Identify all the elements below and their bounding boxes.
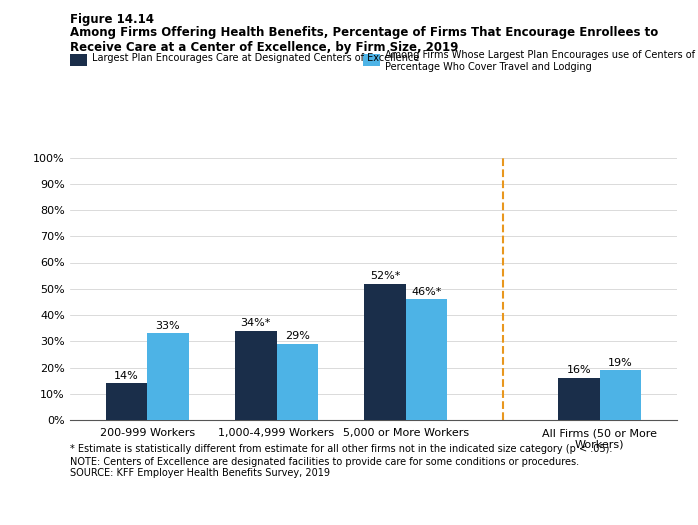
Text: 34%*: 34%*: [241, 318, 271, 328]
Text: 16%: 16%: [567, 365, 591, 375]
Text: 52%*: 52%*: [370, 271, 400, 281]
Text: Percentage Who Cover Travel and Lodging: Percentage Who Cover Travel and Lodging: [385, 61, 592, 72]
Text: Largest Plan Encourages Care at Designated Centers of Excellence: Largest Plan Encourages Care at Designat…: [92, 52, 419, 63]
Text: Among Firms Whose Largest Plan Encourages use of Centers of Excellence,: Among Firms Whose Largest Plan Encourage…: [385, 50, 698, 60]
Text: Receive Care at a Center of Excellence, by Firm Size, 2019: Receive Care at a Center of Excellence, …: [70, 41, 458, 54]
Text: Figure 14.14: Figure 14.14: [70, 13, 154, 26]
Text: 29%: 29%: [285, 331, 310, 341]
Text: 14%: 14%: [114, 371, 139, 381]
Text: NOTE: Centers of Excellence are designated facilities to provide care for some c: NOTE: Centers of Excellence are designat…: [70, 457, 579, 467]
Bar: [558, 378, 600, 420]
Text: SOURCE: KFF Employer Health Benefits Survey, 2019: SOURCE: KFF Employer Health Benefits Sur…: [70, 468, 329, 478]
Text: 33%: 33%: [156, 321, 180, 331]
Bar: [406, 299, 447, 420]
Bar: [147, 333, 188, 420]
Text: 19%: 19%: [608, 358, 632, 368]
Bar: [276, 344, 318, 420]
Bar: [235, 331, 276, 420]
Bar: [600, 370, 641, 420]
Text: * Estimate is statistically different from estimate for all other firms not in t: * Estimate is statistically different fr…: [70, 444, 612, 454]
Bar: [364, 284, 406, 420]
Bar: [106, 383, 147, 420]
Text: 46%*: 46%*: [411, 287, 442, 297]
Text: Among Firms Offering Health Benefits, Percentage of Firms That Encourage Enrolle: Among Firms Offering Health Benefits, Pe…: [70, 26, 658, 39]
